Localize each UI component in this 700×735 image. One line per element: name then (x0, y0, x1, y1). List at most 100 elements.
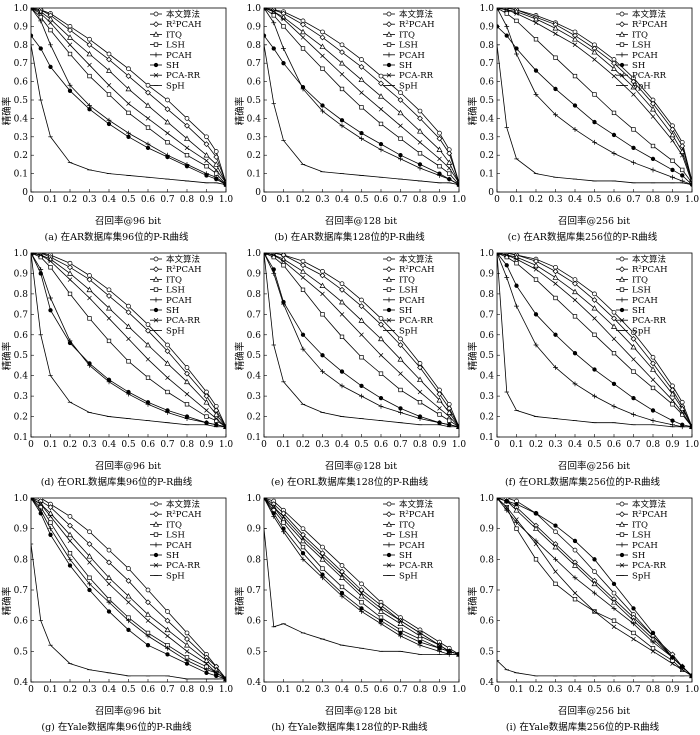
data-point (106, 377, 112, 382)
data-point (533, 541, 539, 547)
y-tick-label: 0.7 (14, 310, 29, 320)
data-point (553, 332, 558, 337)
legend-label: SpH (399, 81, 418, 91)
series-line (497, 253, 692, 427)
data-point (320, 291, 325, 297)
legend-marker (619, 21, 625, 28)
x-tick-label: 0 (261, 685, 267, 695)
data-point (145, 633, 151, 639)
data-point (514, 46, 519, 51)
data-point (87, 316, 92, 321)
x-tick-label: 0.9 (199, 195, 214, 205)
data-point (214, 167, 219, 173)
data-point (48, 514, 53, 519)
data-point (611, 150, 617, 156)
data-point (165, 342, 170, 348)
series-2 (497, 498, 692, 679)
data-point (591, 580, 598, 587)
series-line (264, 8, 459, 183)
data-point (339, 369, 345, 374)
data-point (591, 297, 598, 303)
y-tick-label: 0.1 (14, 433, 28, 443)
x-axis-title: 召回率@96 bit (94, 216, 162, 227)
legend-marker (386, 266, 392, 273)
y-tick-label: 1.0 (14, 4, 29, 14)
data-point (398, 123, 403, 129)
series-line (497, 253, 692, 428)
data-point (213, 411, 220, 417)
series-2 (497, 8, 692, 184)
y-tick-label: 0.8 (247, 41, 262, 51)
data-point (264, 498, 267, 501)
data-point (592, 569, 597, 574)
data-point (417, 108, 423, 114)
series-4 (264, 8, 459, 188)
series-line (31, 253, 226, 428)
data-point (106, 67, 112, 73)
data-point (447, 176, 452, 182)
data-point (300, 84, 306, 90)
legend-label: R²PCAH (166, 510, 202, 520)
chart-panel-e: 0 0.1 0.2 0.3 0.4 0.5 0.6 0.7 0.8 0.9 1.0 0.1 0.2 0.3… (233, 245, 466, 490)
legend-marker (153, 31, 159, 37)
data-point (145, 341, 151, 348)
series-5 (497, 24, 692, 187)
data-point (398, 136, 403, 141)
series-1 (264, 253, 459, 430)
data-point (504, 275, 510, 280)
data-point (417, 389, 423, 395)
data-point (378, 316, 384, 321)
data-point (504, 263, 509, 268)
data-point (339, 286, 345, 293)
y-axis-title: 精确率 (2, 341, 13, 371)
data-point (650, 630, 656, 636)
series-line (497, 253, 692, 428)
data-point (497, 498, 500, 501)
legend-label: SpH (166, 81, 185, 91)
x-tick-label: 0.4 (335, 440, 350, 450)
data-point (631, 621, 636, 627)
series-3 (264, 253, 459, 429)
data-point (164, 118, 171, 125)
data-point (67, 563, 73, 568)
legend-marker (619, 501, 625, 507)
series-7 (31, 44, 226, 186)
data-point (320, 554, 325, 559)
data-point (670, 402, 675, 407)
data-point (204, 414, 209, 419)
legend-label: SpH (399, 571, 418, 581)
data-point (145, 357, 151, 362)
data-point (300, 262, 306, 269)
data-point (145, 145, 151, 150)
data-point (271, 46, 276, 51)
series-line (31, 498, 226, 680)
data-point (533, 511, 539, 516)
data-point (552, 268, 559, 275)
data-point (87, 295, 92, 301)
x-tick-label: 0.2 (529, 685, 543, 695)
legend-label: ITQ (399, 520, 415, 530)
x-axis-title: 召回率@256 bit (557, 706, 631, 717)
data-point (378, 147, 384, 153)
data-point (126, 618, 131, 624)
data-point (553, 569, 558, 574)
legend-marker (153, 562, 159, 568)
data-point (417, 414, 423, 419)
chart-svg-g: 0 0.1 0.2 0.3 0.4 0.5 0.6 0.7 0.8 0.9 1.0 0.4 0.5 0.6… (14, 494, 234, 695)
x-tick-label: 0.8 (413, 685, 428, 695)
legend-label: 本文算法 (632, 254, 666, 265)
data-point (417, 364, 423, 371)
data-point (319, 556, 326, 562)
data-point (184, 661, 190, 666)
legend-label: PCAH (632, 51, 658, 61)
data-point (533, 37, 539, 42)
y-tick-label: 0.6 (480, 617, 495, 627)
x-axis-title: 召回率@96 bit (94, 706, 162, 717)
x-tick-label: 0.5 (121, 195, 136, 205)
data-point (223, 424, 226, 430)
x-tick-label: 0 (28, 685, 34, 695)
legend-marker (619, 266, 625, 273)
data-point (572, 351, 578, 356)
